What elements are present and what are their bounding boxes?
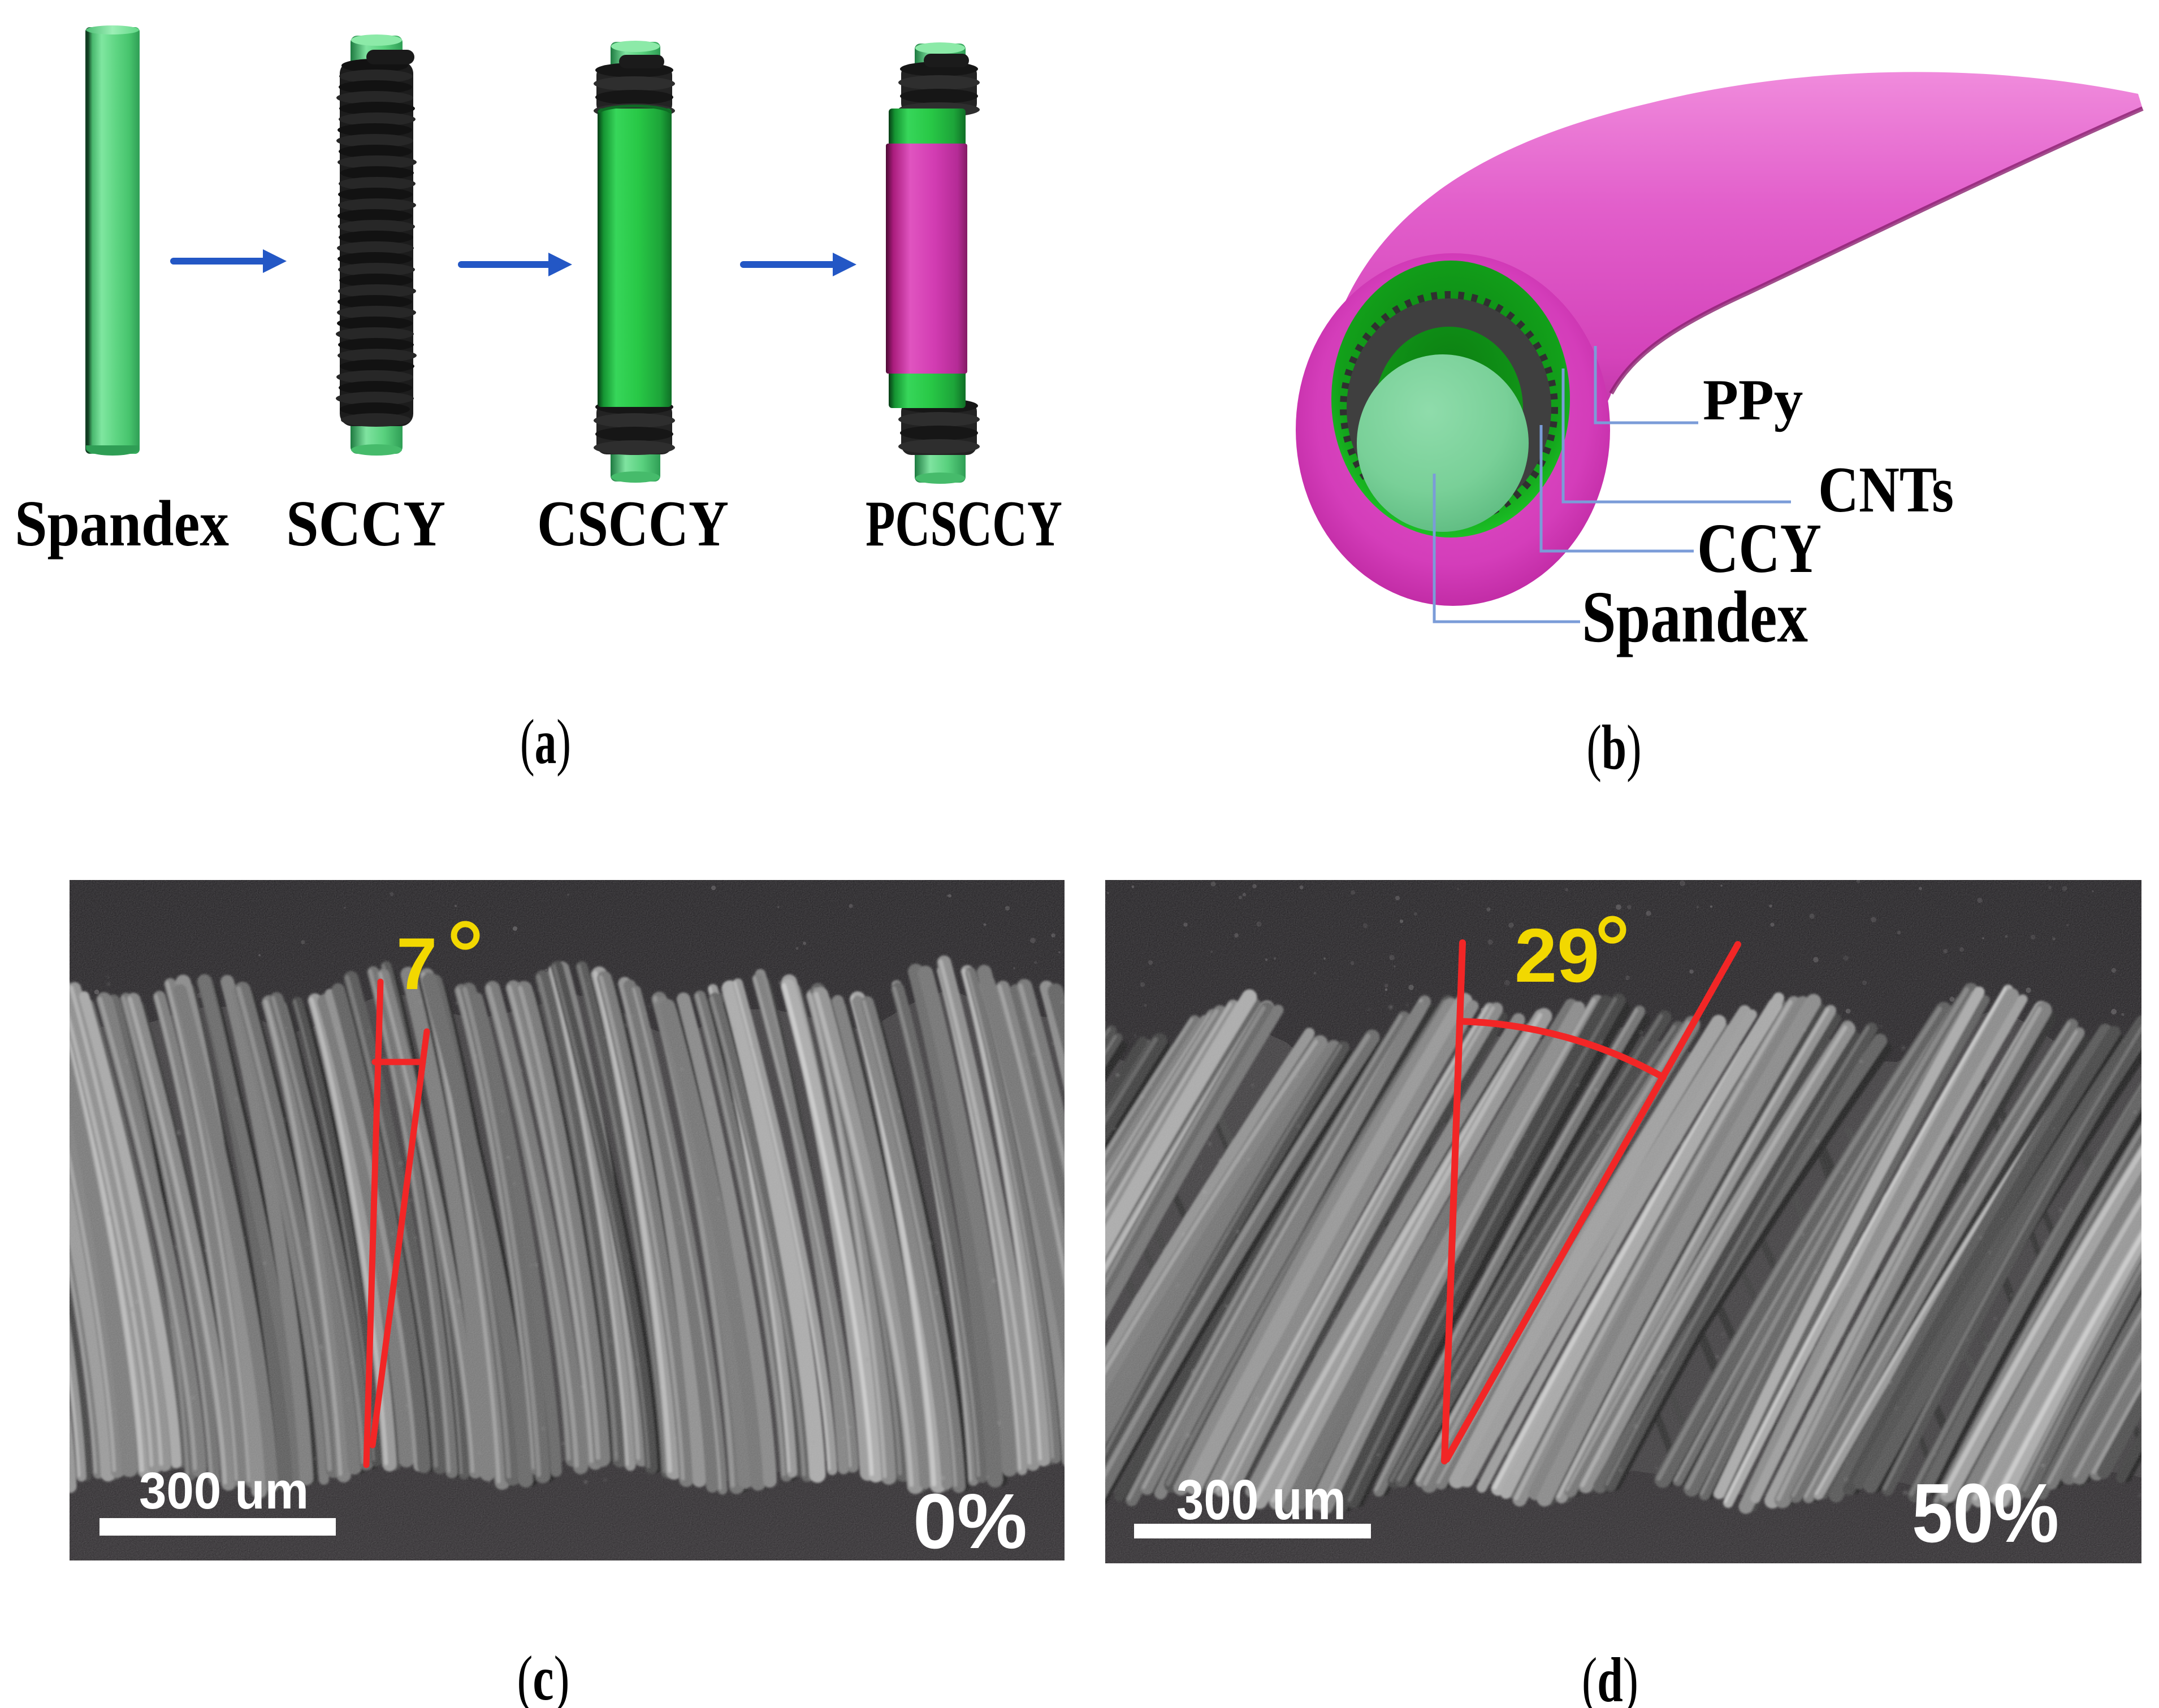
svg-text:300 um: 300 um xyxy=(1176,1468,1346,1532)
svg-text:(a): (a) xyxy=(520,707,571,777)
svg-text:0%: 0% xyxy=(913,1478,1027,1565)
svg-text:PCSCCY: PCSCCY xyxy=(866,488,1062,560)
svg-text:Spandex: Spandex xyxy=(15,488,229,560)
svg-text:CCY: CCY xyxy=(1697,510,1821,588)
svg-text:7: 7 xyxy=(396,922,437,1005)
svg-text:SCCY: SCCY xyxy=(286,488,445,560)
svg-text:PPy: PPy xyxy=(1703,368,1803,432)
svg-text:(c): (c) xyxy=(517,1644,570,1708)
svg-text:300 um: 300 um xyxy=(139,1462,309,1520)
svg-text:Spandex: Spandex xyxy=(1582,576,1808,658)
svg-text:CSCCY: CSCCY xyxy=(537,488,729,560)
svg-text:CNTs: CNTs xyxy=(1818,454,1954,526)
svg-text:(d): (d) xyxy=(1582,1645,1638,1708)
svg-text:(b): (b) xyxy=(1587,713,1642,783)
svg-text:50%: 50% xyxy=(1912,1467,2059,1560)
svg-text:29: 29 xyxy=(1515,913,1599,998)
